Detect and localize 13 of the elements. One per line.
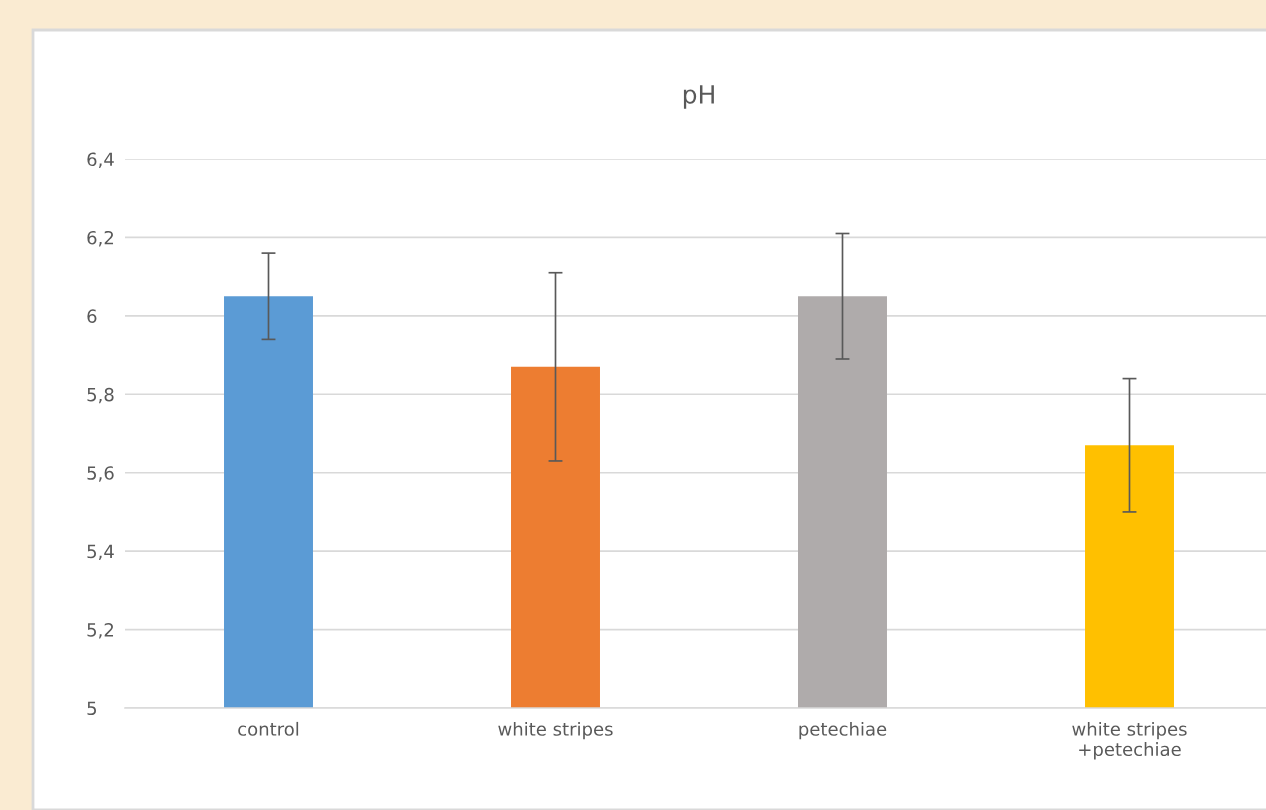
y-tick-label: 5,6	[87, 466, 114, 482]
y-tick-label: 5,2	[87, 623, 114, 639]
y-tick-label: 6	[87, 309, 97, 323]
y-tick-label: 6,4	[87, 152, 114, 168]
y-tick-label: 6,2	[87, 230, 114, 247]
y-tick-label: 5,4	[87, 544, 114, 561]
x-tick-label: white stripes +petechiae	[1072, 721, 1187, 760]
chart-title: pH	[683, 85, 714, 109]
x-tick-label: control	[238, 721, 299, 736]
x-tick-label: white stripes	[498, 721, 613, 740]
x-tick-label: petechiae	[799, 721, 887, 740]
y-tick-label: 5	[87, 701, 97, 716]
y-tick-label: 5,8	[87, 387, 114, 404]
